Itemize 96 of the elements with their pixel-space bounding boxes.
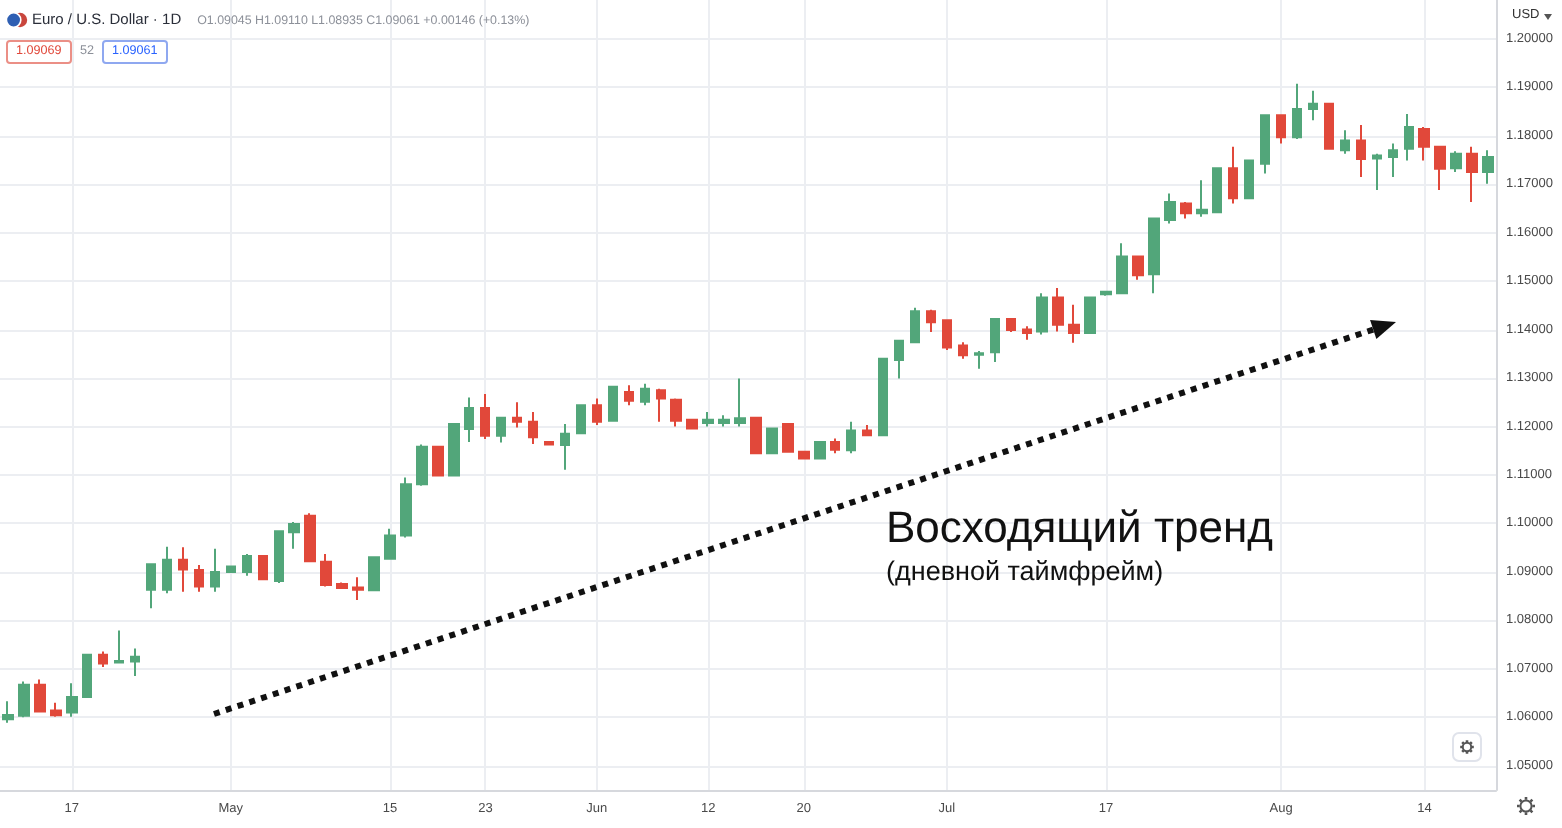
candlestick [66,682,78,718]
candlestick [1260,113,1270,175]
candlestick [1164,192,1176,225]
candlestick [274,529,284,585]
candlestick [114,629,124,665]
candlestick [496,416,506,444]
candlestick [34,678,46,714]
candlestick [1372,152,1382,191]
candlestick [670,397,682,428]
candlestick [1084,295,1096,335]
candlestick [210,547,220,593]
candlestick [560,423,570,471]
candlestick [368,555,380,593]
candlestick [830,437,840,455]
candlestick [288,520,300,550]
candlestick [782,422,794,454]
candlestick [718,414,730,428]
candlestick [1100,289,1112,297]
candlestick [592,397,602,427]
candlestick [544,440,554,446]
candlestick [608,384,618,423]
candlestick [1228,145,1238,205]
candlestick [974,349,984,370]
candlestick [416,443,428,487]
candlestick [226,564,236,574]
candlestick [352,576,364,602]
candlestick [1388,142,1398,178]
candlestick [1068,303,1080,344]
candlestick [1052,286,1064,333]
candlestick [798,449,810,461]
candlestick [18,680,30,719]
candlestick [814,440,826,461]
candlestick [910,306,920,345]
candlestick [400,476,412,539]
candlestick [1466,145,1478,204]
annotation: Восходящий тренд [886,502,1273,552]
candlestick [448,422,460,478]
candlestick [878,356,888,438]
candlestick [242,552,252,577]
candlestick [750,415,762,456]
candlestick [464,396,474,444]
candlestick [846,420,856,455]
candlestick [1482,149,1494,185]
candlestick [50,701,62,718]
candlestick [942,318,952,351]
candlestick [320,552,332,588]
candlestick [1356,124,1366,178]
candlestick [1292,82,1302,141]
candlestick [512,401,522,429]
candlestick [1308,89,1318,122]
candlestick [480,393,490,441]
candlestick [1006,316,1016,333]
candlestick [146,563,156,610]
candlestick [528,410,538,445]
candlestick [1148,216,1160,295]
candlestick [432,444,444,478]
candlestick [304,512,316,563]
candlestick [1324,101,1334,151]
candlestick [98,650,108,668]
candlestick [1036,292,1048,336]
candlestick [702,410,714,428]
candlestick [1276,113,1286,145]
candlestick [576,403,586,436]
candlestick [862,424,872,438]
candlestick [130,647,140,678]
candlestick [1212,166,1222,215]
candlestick [1450,150,1462,174]
candlestick [1180,201,1192,220]
candlestick [894,338,904,380]
candlestick [990,316,1000,364]
candlestick [1132,254,1144,281]
candlestick [958,341,968,360]
candlestick [1196,179,1208,218]
candlestick [2,700,14,724]
candlestick [1116,242,1128,296]
candlestick [1244,158,1254,201]
candlestick [1418,125,1430,162]
candlestick [384,527,396,561]
candlestick [766,426,778,456]
candlestick [82,653,92,698]
candlestick [686,417,698,431]
candlestick [926,308,936,333]
candlestick [162,545,172,595]
candlestick [624,384,634,407]
candlestick [336,581,348,590]
annotation: (дневной таймфрейм) [886,556,1164,586]
candlestick [734,377,746,428]
candlestick [656,387,666,423]
candlestick [178,546,188,593]
candlestick [258,553,268,582]
candlestick [1022,325,1032,341]
candlestick [1434,144,1446,191]
candlestick [1340,129,1350,155]
candlestick [194,564,204,593]
candlestick [1404,112,1414,162]
candlestick [640,382,650,407]
